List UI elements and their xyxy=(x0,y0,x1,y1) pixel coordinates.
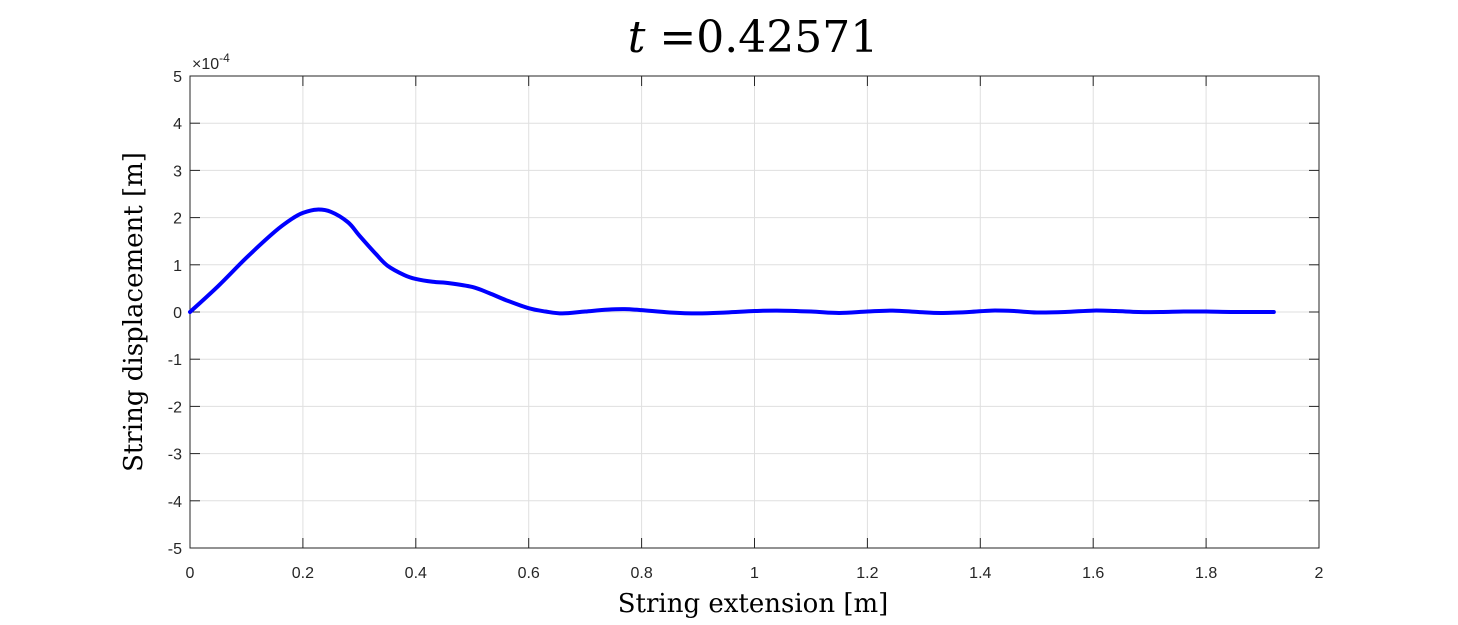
y-tick-label: 3 xyxy=(173,163,182,180)
x-tick-label: 1.4 xyxy=(969,565,991,582)
x-axis-label: String extension [m] xyxy=(618,589,889,619)
y-exponent-power: -4 xyxy=(219,51,230,65)
x-tick-label: 0.8 xyxy=(630,565,652,582)
y-tick-label: 5 xyxy=(173,69,182,86)
y-axis-label: String displacement [m] xyxy=(119,152,149,472)
series-line xyxy=(188,207,1276,316)
title-value: 0.42571 xyxy=(696,12,878,63)
y-tick-label: 0 xyxy=(173,305,182,322)
x-tick-label: 1.8 xyxy=(1195,565,1217,582)
x-tick-label: 1.2 xyxy=(856,565,878,582)
title-equals: = xyxy=(659,12,696,63)
x-tick-label: 0.2 xyxy=(292,565,314,582)
x-tick-label: 1.6 xyxy=(1082,565,1104,582)
y-tick-label: -5 xyxy=(168,541,182,558)
y-exponent: ×10-4 xyxy=(192,51,230,73)
x-tick-label: 2 xyxy=(1315,565,1324,582)
x-tick-labels: 0 0.2 0.4 0.6 0.8 1 1.2 1.4 1.6 1.8 2 xyxy=(186,565,1324,582)
y-tick-labels: -5 -4 -3 -2 -1 0 1 2 3 4 5 xyxy=(168,69,182,558)
chart-title: t =0.42571 xyxy=(628,12,879,63)
y-exponent-base: ×10 xyxy=(192,56,219,73)
y-tick-label: 2 xyxy=(173,211,182,228)
y-tick-label: 4 xyxy=(173,116,182,133)
title-variable: t xyxy=(628,12,646,63)
x-tick-label: 0.4 xyxy=(405,565,427,582)
y-tick-label: -1 xyxy=(168,352,182,369)
y-tick-label: -3 xyxy=(168,447,182,464)
x-tick-label: 0.6 xyxy=(518,565,540,582)
y-tick-label: 1 xyxy=(173,258,182,275)
x-tick-label: 0 xyxy=(186,565,195,582)
x-tick-label: 1 xyxy=(750,565,759,582)
y-tick-label: -4 xyxy=(168,494,182,511)
y-tick-label: -2 xyxy=(168,399,182,416)
